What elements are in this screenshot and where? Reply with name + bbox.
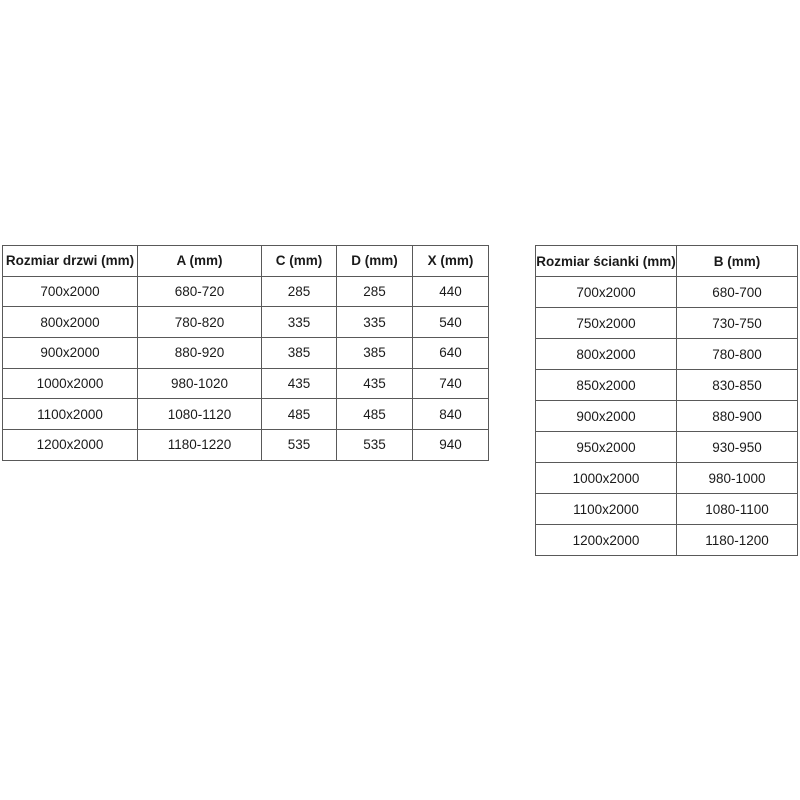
table-cell: 780-800 [676,338,798,370]
table-cell: 700x2000 [2,275,138,308]
table-cell: 535 [336,429,413,461]
table-row: 900x2000 880-900 [535,400,798,432]
table-cell: 1000x2000 [2,367,138,400]
table-cell: 980-1020 [137,367,262,400]
table-cell: 1080-1120 [137,398,262,431]
table-cell: 840 [412,398,489,431]
column-header-rozmiar-drzwi: Rozmiar drzwi (mm) [2,245,138,277]
table-cell: 830-850 [676,369,798,401]
table-cell: 850x2000 [535,369,677,401]
column-header-d-mm: D (mm) [336,245,413,277]
table-cell: 1100x2000 [2,398,138,431]
table-row: 900x2000 880-920 385 385 640 [2,337,489,369]
table-cell: 1200x2000 [2,429,138,461]
table-cell: 1180-1220 [137,429,262,461]
table-cell: 800x2000 [2,306,138,339]
table-cell: 540 [412,306,489,339]
table-cell: 1180-1200 [676,524,798,556]
table-row: 1100x2000 1080-1100 [535,493,798,525]
table-cell: 285 [336,275,413,308]
table-cell: 435 [336,367,413,400]
table-cell: 1000x2000 [535,462,677,494]
table-cell: 335 [336,306,413,339]
table-cell: 485 [261,398,337,431]
table-cell: 680-700 [676,276,798,308]
table-cell: 880-900 [676,400,798,432]
table-row: 1100x2000 1080-1120 485 485 840 [2,398,489,431]
table-cell: 385 [261,337,337,369]
table-cell: 1100x2000 [535,493,677,525]
table-cell: 780-820 [137,306,262,339]
column-header-x-mm: X (mm) [412,245,489,277]
table-row: 800x2000 780-820 335 335 540 [2,306,489,339]
column-header-rozmiar-scianki: Rozmiar ścianki (mm) [535,245,677,277]
wall-sizes-table: Rozmiar ścianki (mm) B (mm) 700x2000 680… [535,245,798,556]
table-cell: 1080-1100 [676,493,798,525]
table-cell: 740 [412,367,489,400]
table-cell: 435 [261,367,337,400]
table-row: 700x2000 680-720 285 285 440 [2,275,489,308]
table-row: 1200x2000 1180-1220 535 535 940 [2,429,489,461]
table-header-row: Rozmiar drzwi (mm) A (mm) C (mm) D (mm) … [2,245,489,277]
table-cell: 485 [336,398,413,431]
table-cell: 440 [412,275,489,308]
table-cell: 680-720 [137,275,262,308]
table-cell: 335 [261,306,337,339]
table-cell: 730-750 [676,307,798,339]
table-cell: 1200x2000 [535,524,677,556]
column-header-b-mm: B (mm) [676,245,798,277]
table-cell: 700x2000 [535,276,677,308]
table-cell: 930-950 [676,431,798,463]
column-header-a-mm: A (mm) [137,245,262,277]
table-cell: 385 [336,337,413,369]
table-cell: 800x2000 [535,338,677,370]
table-cell: 880-920 [137,337,262,369]
table-cell: 750x2000 [535,307,677,339]
table-cell: 980-1000 [676,462,798,494]
table-row: 1000x2000 980-1000 [535,462,798,494]
table-row: 1000x2000 980-1020 435 435 740 [2,367,489,400]
table-header-row: Rozmiar ścianki (mm) B (mm) [535,245,798,277]
table-cell: 640 [412,337,489,369]
table-cell: 940 [412,429,489,461]
table-row: 950x2000 930-950 [535,431,798,463]
table-cell: 950x2000 [535,431,677,463]
table-row: 850x2000 830-850 [535,369,798,401]
door-sizes-table: Rozmiar drzwi (mm) A (mm) C (mm) D (mm) … [2,245,489,461]
table-row: 1200x2000 1180-1200 [535,524,798,556]
table-cell: 535 [261,429,337,461]
table-row: 800x2000 780-800 [535,338,798,370]
table-cell: 900x2000 [2,337,138,369]
table-cell: 900x2000 [535,400,677,432]
table-cell: 285 [261,275,337,308]
table-row: 700x2000 680-700 [535,276,798,308]
table-row: 750x2000 730-750 [535,307,798,339]
column-header-c-mm: C (mm) [261,245,337,277]
